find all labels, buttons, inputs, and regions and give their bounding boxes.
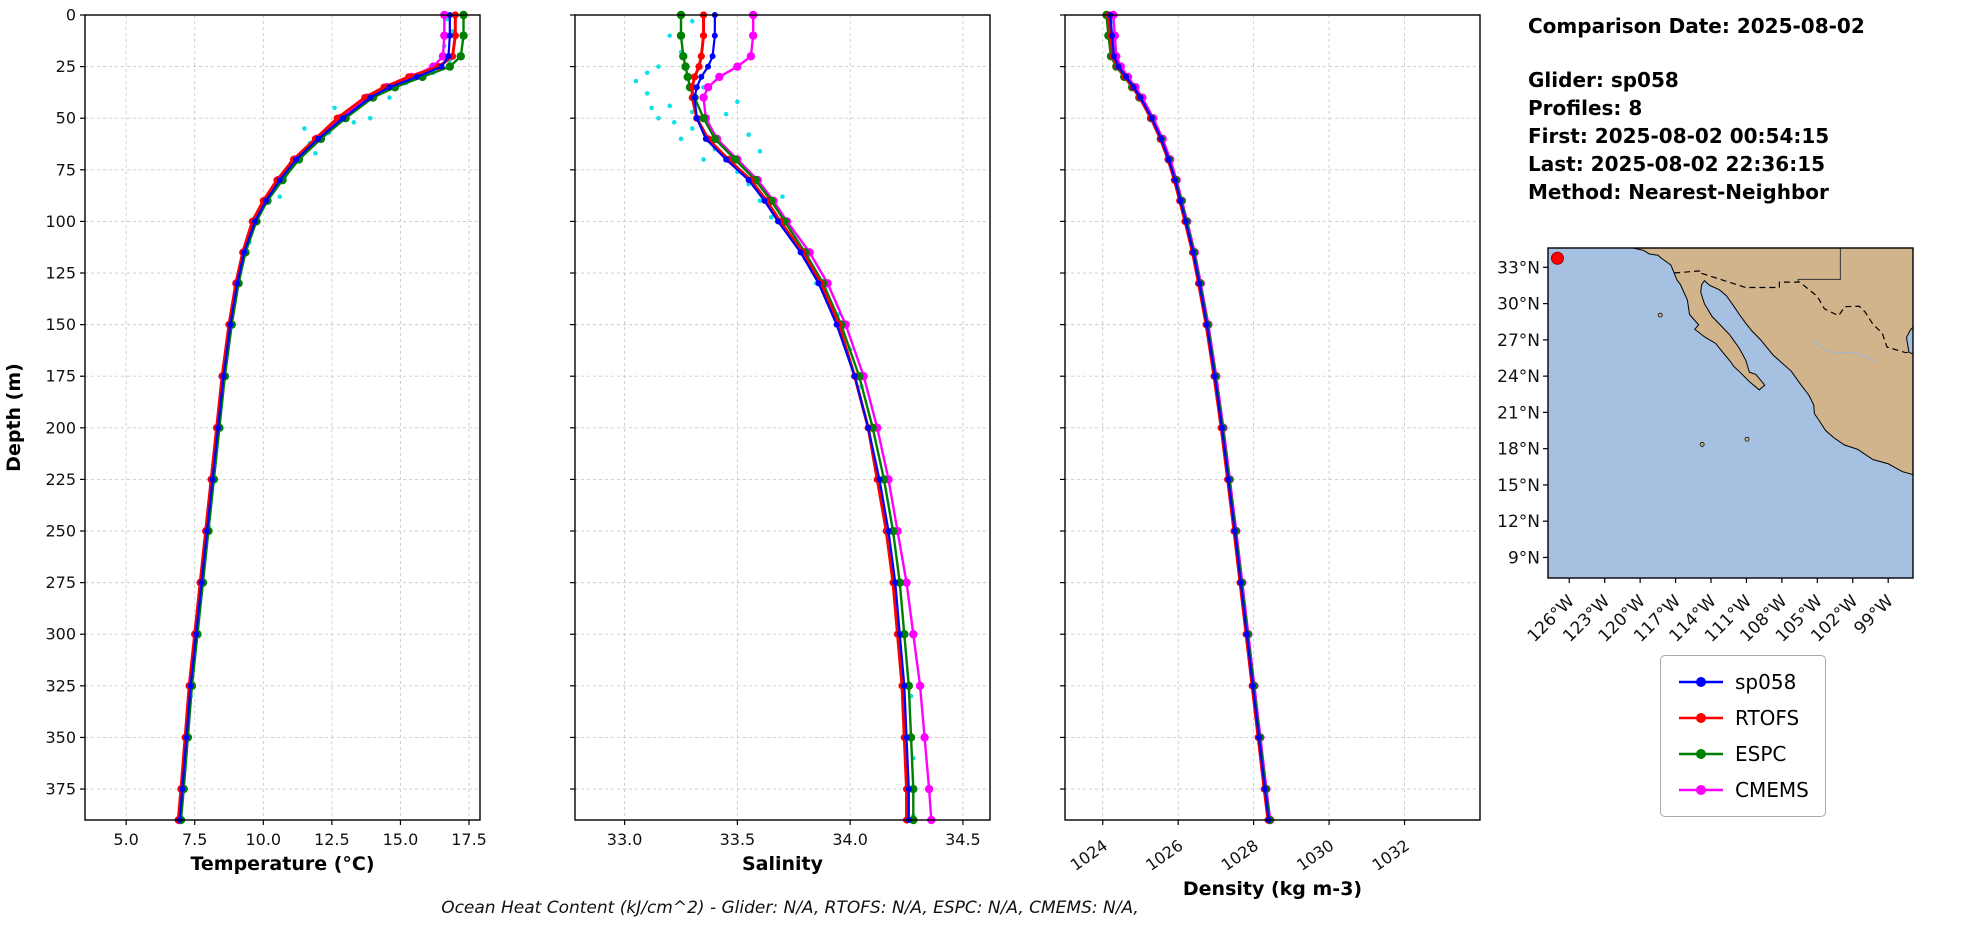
island [1657, 312, 1663, 318]
svg-text:375: 375 [45, 780, 76, 799]
svg-text:75: 75 [56, 160, 76, 179]
legend-item-CMEMS: CMEMS [1677, 774, 1809, 806]
density-glider-raw-points [1109, 18, 1272, 823]
svg-text:50: 50 [56, 109, 76, 128]
profile-panels: Ocean Heat Content (kJ/cm^2) - Glider: N… [3, 6, 1481, 918]
legend-line-sample-icon [1679, 749, 1723, 759]
svg-text:250: 250 [45, 522, 76, 541]
island [1699, 442, 1705, 447]
state-border-line [1797, 248, 1841, 283]
svg-text:17.5: 17.5 [451, 830, 487, 849]
ohc-caption: Ocean Heat Content (kJ/cm^2) - Glider: N… [441, 898, 1139, 918]
salinity-glider-raw-points [633, 18, 916, 819]
svg-text:25: 25 [56, 57, 76, 76]
location-map: 33°N30°N27°N24°N21°N18°N15°N12°N9°N126°W… [1497, 247, 1914, 643]
legend-item-RTOFS: RTOFS [1677, 702, 1809, 734]
legend-label: CMEMS [1735, 778, 1809, 802]
temperature-panel: 5.0 7.5 10.0 12.5 15.0 17.5 0 25 50 75 100 125 150 17… [3, 6, 487, 876]
glider-line: Glider: sp058 [1528, 68, 1679, 92]
svg-text:34.5: 34.5 [945, 830, 981, 849]
svg-text:100: 100 [45, 212, 76, 231]
series-ESPC [676, 10, 918, 825]
svg-text:275: 275 [45, 573, 76, 592]
svg-text:200: 200 [45, 418, 76, 437]
map-canvas [1548, 248, 1913, 578]
river-line [1812, 339, 1878, 363]
svg-text:150: 150 [45, 315, 76, 334]
svg-text:225: 225 [45, 470, 76, 489]
series-RTOFS [688, 11, 911, 824]
lat-tick-label: 15°N [1497, 476, 1540, 496]
salinity-axis-label: Salinity [742, 853, 824, 875]
svg-text:5.0: 5.0 [113, 830, 138, 849]
svg-text:1032: 1032 [1369, 836, 1413, 875]
legend-label: RTOFS [1735, 706, 1800, 730]
svg-text:34.0: 34.0 [832, 830, 868, 849]
legend-line-sample-icon [1679, 677, 1723, 687]
svg-text:325: 325 [45, 676, 76, 695]
profiles-line: Profiles: 8 [1528, 96, 1643, 120]
svg-text:33.0: 33.0 [607, 830, 643, 849]
svg-text:10.0: 10.0 [245, 830, 281, 849]
legend-item-sp058: sp058 [1677, 666, 1809, 698]
svg-text:300: 300 [45, 625, 76, 644]
series-RTOFS [1105, 11, 1272, 824]
method-line: Method: Nearest-Neighbor [1528, 180, 1829, 204]
series-CMEMS [699, 10, 936, 825]
legend-label: sp058 [1735, 670, 1797, 694]
legend-item-ESPC: ESPC [1677, 738, 1809, 770]
series-RTOFS [174, 11, 459, 824]
legend-line-sample-icon [1679, 785, 1723, 795]
lat-tick-label: 12°N [1497, 512, 1540, 532]
first-line: First: 2025-08-02 00:54:15 [1528, 124, 1830, 148]
temperature-axis-label: Temperature (°C) [190, 853, 374, 875]
legend: sp058 RTOFS ESPC CMEMS [1660, 655, 1826, 817]
svg-text:1030: 1030 [1293, 836, 1337, 875]
svg-text:1028: 1028 [1218, 836, 1262, 875]
legend-label: ESPC [1735, 742, 1787, 766]
lat-tick-label: 30°N [1497, 295, 1540, 315]
svg-text:12.5: 12.5 [314, 830, 350, 849]
lat-tick-label: 33°N [1497, 258, 1540, 278]
series-sp058 [1107, 12, 1272, 823]
country-border-line [1674, 270, 1911, 354]
glider-position-marker [1550, 251, 1564, 265]
svg-text:0: 0 [66, 6, 76, 25]
density-axis-label: Density (kg m-3) [1183, 878, 1362, 900]
land-polygon [1632, 248, 1913, 476]
island [1744, 436, 1750, 442]
lat-tick-label: 18°N [1497, 440, 1540, 460]
svg-text:15.0: 15.0 [383, 830, 419, 849]
density-panel: 1024 1026 1028 1030 1032 Density (kg m-3) [1060, 10, 1481, 900]
series-sp058 [176, 12, 453, 823]
lat-tick-label: 24°N [1497, 367, 1540, 387]
lat-tick-label: 21°N [1497, 403, 1540, 423]
lat-tick-label: 27°N [1497, 331, 1540, 351]
series-ESPC [1102, 10, 1274, 825]
legend-line-sample-icon [1679, 713, 1723, 723]
svg-text:7.5: 7.5 [182, 830, 207, 849]
svg-text:1024: 1024 [1067, 836, 1111, 875]
series-CMEMS [174, 10, 449, 825]
info-panel: Comparison Date: 2025-08-02 Glider: sp05… [1528, 12, 1968, 206]
map-frame [1547, 247, 1914, 579]
svg-text:1026: 1026 [1142, 836, 1186, 875]
info-spacer [1528, 40, 1968, 66]
depth-axis-label: Depth (m) [3, 363, 25, 472]
lon-tick-label: 99°W [1850, 591, 1897, 638]
comparison-date-line: Comparison Date: 2025-08-02 [1528, 14, 1865, 38]
svg-text:350: 350 [45, 728, 76, 747]
series-CMEMS [1109, 10, 1275, 825]
svg-text:125: 125 [45, 264, 76, 283]
lat-tick-label: 9°N [1508, 548, 1540, 568]
svg-text:33.5: 33.5 [720, 830, 756, 849]
series-sp058 [691, 12, 912, 823]
last-line: Last: 2025-08-02 22:36:15 [1528, 152, 1826, 176]
salinity-panel: 33.0 33.5 34.0 34.5 Salinity [570, 10, 991, 875]
svg-text:175: 175 [45, 367, 76, 386]
